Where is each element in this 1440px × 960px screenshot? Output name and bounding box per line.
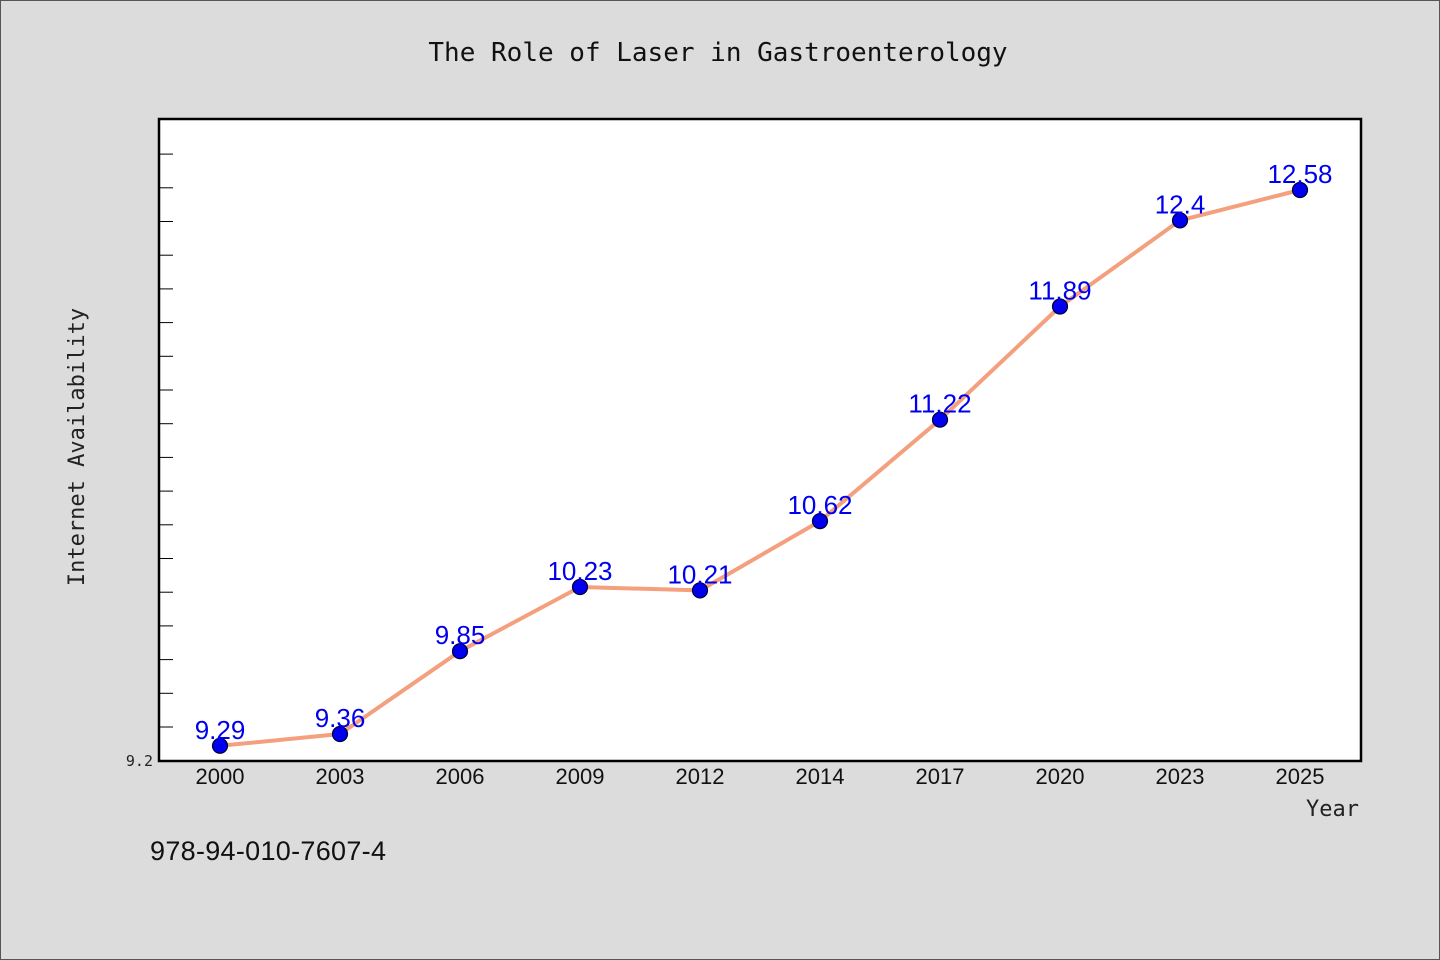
data-points-group bbox=[211, 181, 1309, 754]
x-axis-tick-labels: 2000 2003 2006 2009 2012 2014 2017 2020 2023 2025 bbox=[196, 764, 1325, 789]
x-tick-label: 2020 bbox=[1036, 764, 1085, 789]
data-label: 9.85 bbox=[435, 620, 486, 650]
data-label: 12.58 bbox=[1267, 159, 1332, 189]
data-point bbox=[1171, 212, 1189, 229]
x-axis-label: Year bbox=[1306, 797, 1359, 822]
chart-title: The Role of Laser in Gastroenterology bbox=[428, 38, 1007, 68]
x-tick-label: 2009 bbox=[556, 764, 605, 789]
y-axis-minor-ticks bbox=[159, 153, 173, 728]
data-point bbox=[811, 512, 829, 530]
series-line bbox=[218, 188, 1302, 748]
data-label: 11.89 bbox=[1028, 276, 1091, 306]
y-tick-label: 9.2 bbox=[126, 752, 153, 770]
data-label: 10.21 bbox=[667, 559, 732, 589]
plot-area bbox=[157, 117, 1363, 763]
y-axis-label: Internet Availability bbox=[65, 308, 90, 586]
x-tick-label: 2017 bbox=[916, 764, 965, 789]
data-label: 10.62 bbox=[787, 490, 852, 520]
data-labels-group: 9.29 9.36 9.85 10.23 10.21 10.62 11.22 11.89 12.… bbox=[195, 159, 1333, 745]
data-point bbox=[1051, 298, 1069, 315]
data-point bbox=[451, 643, 469, 660]
data-point bbox=[331, 725, 349, 743]
footer-isbn-code: 978-94-010-7607-4 bbox=[150, 836, 387, 866]
data-label: 11.22 bbox=[908, 389, 971, 419]
x-tick-label: 2006 bbox=[436, 764, 485, 789]
x-tick-label: 2014 bbox=[796, 764, 845, 789]
x-tick-label: 2003 bbox=[316, 764, 365, 789]
data-label: 9.36 bbox=[315, 703, 366, 733]
data-point bbox=[211, 737, 229, 754]
data-point bbox=[931, 411, 949, 428]
series-line-group bbox=[218, 188, 1302, 748]
x-tick-label: 2023 bbox=[1156, 764, 1205, 789]
data-label: 9.29 bbox=[195, 715, 246, 745]
data-point bbox=[571, 578, 589, 596]
x-tick-label: 2025 bbox=[1276, 764, 1325, 789]
data-point bbox=[691, 582, 709, 599]
data-point bbox=[1291, 181, 1309, 199]
x-tick-label: 2012 bbox=[676, 764, 725, 789]
data-label: 12.4 bbox=[1155, 189, 1206, 219]
data-label: 10.23 bbox=[547, 556, 612, 586]
x-tick-label: 2000 bbox=[196, 764, 245, 789]
